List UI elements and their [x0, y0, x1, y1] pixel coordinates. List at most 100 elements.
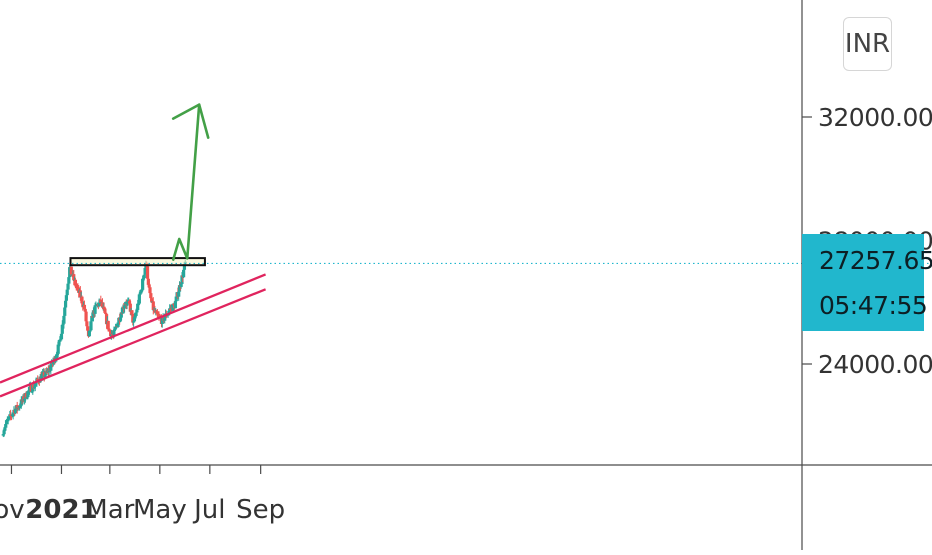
candle-body	[163, 317, 167, 321]
candle-body	[40, 375, 44, 381]
candle-body	[143, 268, 147, 275]
candle-body	[132, 321, 136, 323]
time-tick-label: 2021	[25, 495, 97, 525]
candle-body	[87, 330, 91, 337]
candle-body	[2, 430, 6, 435]
candle-body	[58, 339, 62, 342]
candle-body	[33, 384, 37, 387]
candle-body	[168, 308, 173, 310]
candle-body	[171, 303, 175, 311]
candle-body	[74, 285, 78, 287]
candle-body	[125, 302, 129, 305]
candle-body	[113, 328, 117, 331]
time-tick-label: May	[133, 495, 187, 525]
candle-body	[84, 311, 88, 322]
candle-body	[24, 393, 28, 399]
candle-body	[108, 329, 112, 332]
candle-body	[22, 396, 26, 401]
candle-body	[61, 323, 65, 325]
candle-body	[72, 274, 76, 281]
candle-body	[147, 284, 151, 288]
bar-countdown: 05:47:55	[819, 291, 928, 320]
candle-body	[133, 315, 137, 318]
candle-body	[9, 415, 14, 418]
candle-body	[90, 315, 94, 322]
price-tick-label: 32000.00	[818, 103, 932, 132]
candle-body	[102, 306, 106, 309]
last-price-value: 27257.65	[819, 246, 932, 275]
candle-body	[63, 307, 67, 316]
candle-body	[141, 278, 146, 280]
candle-body	[18, 406, 22, 408]
candle-body	[44, 370, 48, 376]
candle-body	[82, 304, 87, 309]
candle-body	[109, 331, 113, 337]
candle-body	[141, 278, 145, 290]
candle-body	[43, 375, 47, 378]
candle-body	[3, 427, 7, 431]
candle-body	[104, 312, 108, 315]
candle-body	[122, 306, 127, 309]
resistance-zone[interactable]	[69, 257, 206, 267]
candle-body	[130, 310, 134, 314]
candle-body	[56, 344, 60, 354]
candle-body	[132, 317, 137, 322]
candle-body	[62, 315, 66, 324]
candle-body	[173, 301, 178, 309]
candle-body	[73, 279, 78, 286]
time-tick-label: Sep	[236, 495, 285, 525]
candle-body	[119, 312, 123, 318]
candle-body	[182, 263, 187, 270]
candle-body	[177, 291, 181, 297]
currency-button[interactable]: INR	[843, 17, 892, 71]
time-tick-label: Jul	[192, 495, 225, 525]
candle-body	[137, 294, 141, 304]
drawing-layer	[0, 103, 932, 398]
candle-body	[160, 316, 164, 324]
candle-body	[57, 341, 61, 345]
candle-body	[30, 391, 34, 393]
channel-lower-line[interactable]	[0, 288, 267, 398]
candle-body	[29, 385, 33, 393]
currency-label: INR	[844, 29, 891, 59]
projection-arrow-head	[171, 103, 210, 139]
candle-body	[68, 267, 72, 278]
candle-body	[66, 283, 70, 290]
channel-upper-line[interactable]	[0, 273, 267, 384]
candle-body	[36, 378, 40, 381]
candle-body	[91, 310, 96, 318]
candle-body	[59, 333, 64, 340]
candle-body	[118, 317, 123, 321]
candle-body	[42, 372, 46, 378]
candle-body	[50, 361, 54, 368]
time-tick-label: ov	[0, 495, 25, 525]
candle-body	[64, 295, 68, 301]
candle-body	[134, 312, 138, 316]
candle-body	[83, 308, 87, 312]
candle-body	[32, 384, 36, 389]
candle-body	[93, 305, 97, 314]
candle-body	[19, 399, 23, 406]
price-tick-label: 24000.00	[818, 350, 932, 379]
candle-body	[54, 355, 59, 358]
candle-body	[136, 303, 140, 310]
candle-body	[63, 300, 68, 308]
candle-body	[174, 296, 178, 302]
last-price-tag: 27257.65 05:47:55	[802, 234, 932, 331]
candle-body	[88, 330, 92, 332]
candle-body	[139, 289, 143, 294]
candle-body	[112, 330, 116, 336]
candle-body	[140, 289, 144, 292]
candle-body	[27, 386, 32, 391]
candle-body	[11, 412, 15, 415]
candle-body	[136, 303, 141, 305]
candle-body	[121, 306, 125, 314]
candle-body	[80, 296, 84, 304]
projection-arrow[interactable]	[171, 103, 201, 261]
candle-body	[146, 278, 150, 285]
candle-body	[142, 274, 146, 279]
candle-body	[27, 390, 31, 392]
